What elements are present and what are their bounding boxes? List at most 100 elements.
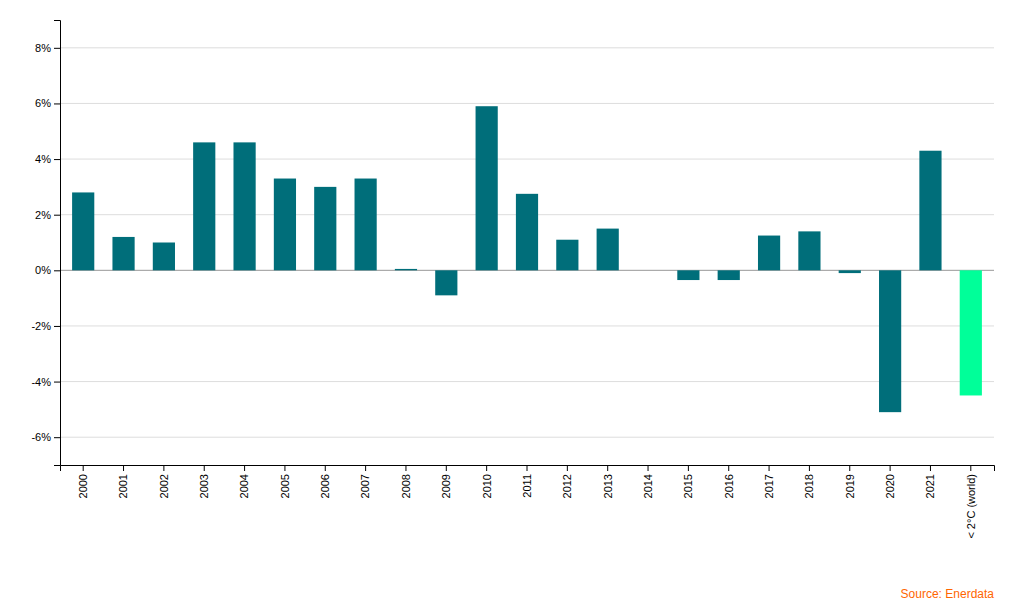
- tick-label: 2010: [481, 474, 493, 498]
- bar: [597, 229, 619, 271]
- tick-label: 2005: [279, 474, 291, 498]
- grid-line: [60, 103, 994, 104]
- tick-label: 2%: [35, 209, 51, 221]
- tick: 2006: [319, 465, 331, 498]
- tick: 8%: [35, 42, 60, 54]
- tick-label: -4%: [31, 376, 51, 388]
- bar: [435, 270, 457, 295]
- tick-label: 2017: [763, 474, 775, 498]
- tick: 2019: [844, 465, 856, 498]
- annotation: Source: Enerdata: [901, 587, 995, 601]
- tick-label: 2021: [924, 474, 936, 498]
- tick-label: 8%: [35, 42, 51, 54]
- tick: 2018: [803, 465, 815, 498]
- tick-mark: [486, 465, 487, 471]
- grid: [60, 48, 994, 437]
- tick-mark: [244, 465, 245, 471]
- tick-label: 4%: [35, 153, 51, 165]
- bar: [193, 142, 215, 270]
- tick-label: 2008: [400, 474, 412, 498]
- grid-line: [60, 47, 994, 48]
- bar: [556, 240, 578, 271]
- tick: < 2°C (world): [965, 465, 977, 539]
- tick: 2%: [35, 209, 60, 221]
- tick: 6%: [35, 97, 60, 109]
- tick-label: 6%: [35, 97, 51, 109]
- bar: [677, 270, 699, 280]
- tick-label: 2019: [844, 474, 856, 498]
- tick-mark: [54, 159, 60, 160]
- tick: 2003: [198, 465, 210, 498]
- tick: -4%: [31, 376, 60, 388]
- tick: 2001: [117, 465, 129, 498]
- tick: 2007: [359, 465, 371, 498]
- tick-mark: [607, 465, 608, 471]
- tick-mark: [54, 270, 60, 271]
- tick-mark: [325, 465, 326, 471]
- bar: [919, 151, 941, 271]
- tick: 2020: [884, 465, 896, 498]
- tick-mark: [446, 465, 447, 471]
- tick-label: -2%: [31, 320, 51, 332]
- bar: [839, 270, 861, 273]
- bar: [798, 231, 820, 270]
- tick: 2013: [602, 465, 614, 498]
- tick-mark: [809, 465, 810, 471]
- bar: [879, 270, 901, 412]
- tick-label: 2001: [117, 474, 129, 498]
- bar: [718, 270, 740, 280]
- tick-label: 2015: [682, 474, 694, 498]
- tick-mark: [527, 465, 528, 471]
- y-axis: -6% -4% -2% 0% 2% 4% 6% 8%: [31, 21, 60, 466]
- tick-mark: [54, 103, 60, 104]
- tick: 2000: [77, 465, 89, 498]
- tick: 2016: [723, 465, 735, 498]
- tick: 2021: [924, 465, 936, 498]
- tick: -2%: [31, 320, 60, 332]
- tick-mark: [567, 465, 568, 471]
- tick: 2008: [400, 465, 412, 498]
- tick-mark: [688, 465, 689, 471]
- tick-mark: [405, 465, 406, 471]
- tick-label: 2006: [319, 474, 331, 498]
- bars: [72, 106, 982, 412]
- bar: [476, 106, 498, 270]
- tick-label: 2007: [359, 474, 371, 498]
- tick-label: 2002: [158, 474, 170, 498]
- tick: 2002: [158, 465, 170, 498]
- tick-label: 0%: [35, 264, 51, 276]
- tick: 2010: [481, 465, 493, 498]
- tick-label: 2000: [77, 474, 89, 498]
- tick-mark: [728, 465, 729, 471]
- tick: 2014: [642, 465, 654, 498]
- tick: 2015: [682, 465, 694, 498]
- tick-mark: [163, 465, 164, 471]
- tick-label: 2016: [723, 474, 735, 498]
- tick-label: 2018: [803, 474, 815, 498]
- bar: [112, 237, 134, 270]
- bar: [153, 243, 175, 271]
- chart: -6% -4% -2% 0% 2% 4% 6% 8% 2000 2001 2002 2003 2004 2…: [0, 0, 1019, 610]
- tick-label: 2011: [521, 474, 533, 498]
- tick: 2009: [440, 465, 452, 498]
- bar: [960, 270, 982, 395]
- tick-label: < 2°C (world): [965, 474, 977, 539]
- tick: 2005: [279, 465, 291, 498]
- tick: -6%: [31, 431, 60, 443]
- tick: 2017: [763, 465, 775, 498]
- tick-mark: [204, 465, 205, 471]
- tick-label: 2009: [440, 474, 452, 498]
- tick: 2004: [238, 465, 250, 498]
- tick-mark: [849, 465, 850, 471]
- tick-mark: [365, 465, 366, 471]
- bar: [516, 194, 538, 270]
- bar: [72, 192, 94, 270]
- bar: [355, 179, 377, 271]
- tick-label: -6%: [31, 431, 51, 443]
- tick-mark: [648, 465, 649, 471]
- axis-line: [61, 466, 995, 472]
- tick-mark: [284, 465, 285, 471]
- tick-mark: [54, 437, 60, 438]
- bar: [233, 142, 255, 270]
- bar: [274, 179, 296, 271]
